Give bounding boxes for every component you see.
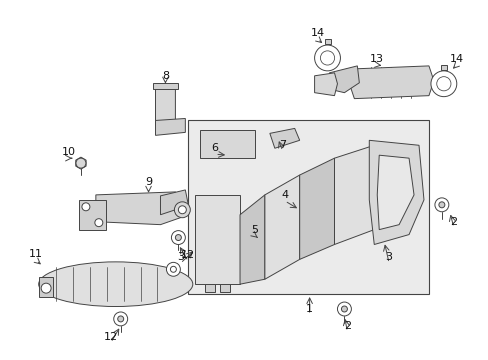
Polygon shape — [269, 129, 299, 148]
Circle shape — [438, 202, 444, 208]
Circle shape — [95, 219, 102, 227]
Polygon shape — [349, 66, 433, 99]
Polygon shape — [152, 83, 178, 89]
Polygon shape — [376, 155, 413, 230]
Circle shape — [436, 77, 450, 91]
Text: 2: 2 — [449, 217, 456, 227]
Polygon shape — [240, 195, 264, 284]
Circle shape — [114, 312, 127, 326]
Text: 12: 12 — [181, 251, 195, 260]
Text: 8: 8 — [162, 71, 169, 81]
Text: 12: 12 — [103, 332, 118, 342]
Polygon shape — [205, 284, 215, 292]
Circle shape — [341, 306, 346, 312]
Polygon shape — [299, 158, 334, 260]
Circle shape — [314, 45, 340, 71]
Polygon shape — [334, 145, 373, 244]
Text: 1: 1 — [305, 304, 312, 314]
Circle shape — [41, 283, 51, 293]
Circle shape — [430, 71, 456, 96]
Text: 2: 2 — [343, 321, 350, 331]
Polygon shape — [155, 86, 175, 130]
Ellipse shape — [39, 262, 192, 306]
Polygon shape — [368, 140, 423, 244]
Polygon shape — [440, 65, 446, 70]
Circle shape — [82, 203, 90, 211]
Polygon shape — [155, 118, 185, 135]
Polygon shape — [96, 192, 180, 225]
Text: 13: 13 — [369, 54, 384, 64]
Text: 7: 7 — [279, 140, 286, 150]
Circle shape — [320, 51, 334, 65]
Text: 5: 5 — [251, 225, 258, 235]
Circle shape — [166, 262, 180, 276]
Polygon shape — [195, 195, 240, 284]
Polygon shape — [160, 190, 188, 215]
Polygon shape — [327, 66, 359, 93]
Polygon shape — [314, 73, 337, 96]
Circle shape — [337, 302, 351, 316]
Text: 11: 11 — [29, 249, 43, 260]
Polygon shape — [200, 130, 254, 158]
Polygon shape — [76, 157, 86, 169]
Text: 4: 4 — [281, 190, 288, 200]
Polygon shape — [79, 200, 105, 230]
Text: 14: 14 — [449, 54, 463, 64]
Circle shape — [175, 235, 181, 240]
Circle shape — [118, 316, 123, 322]
Circle shape — [76, 158, 86, 168]
Circle shape — [170, 266, 176, 272]
Polygon shape — [188, 121, 428, 294]
Text: 6: 6 — [211, 143, 218, 153]
Polygon shape — [324, 39, 330, 44]
Circle shape — [434, 198, 448, 212]
Circle shape — [171, 231, 185, 244]
Circle shape — [178, 206, 186, 214]
Text: 3: 3 — [385, 252, 392, 262]
Text: 10: 10 — [62, 147, 76, 157]
Polygon shape — [39, 277, 53, 297]
Text: 9: 9 — [144, 177, 152, 187]
Polygon shape — [220, 284, 230, 292]
Text: 3: 3 — [177, 252, 183, 262]
Text: 14: 14 — [310, 28, 324, 38]
Polygon shape — [264, 175, 299, 279]
Circle shape — [174, 202, 190, 218]
